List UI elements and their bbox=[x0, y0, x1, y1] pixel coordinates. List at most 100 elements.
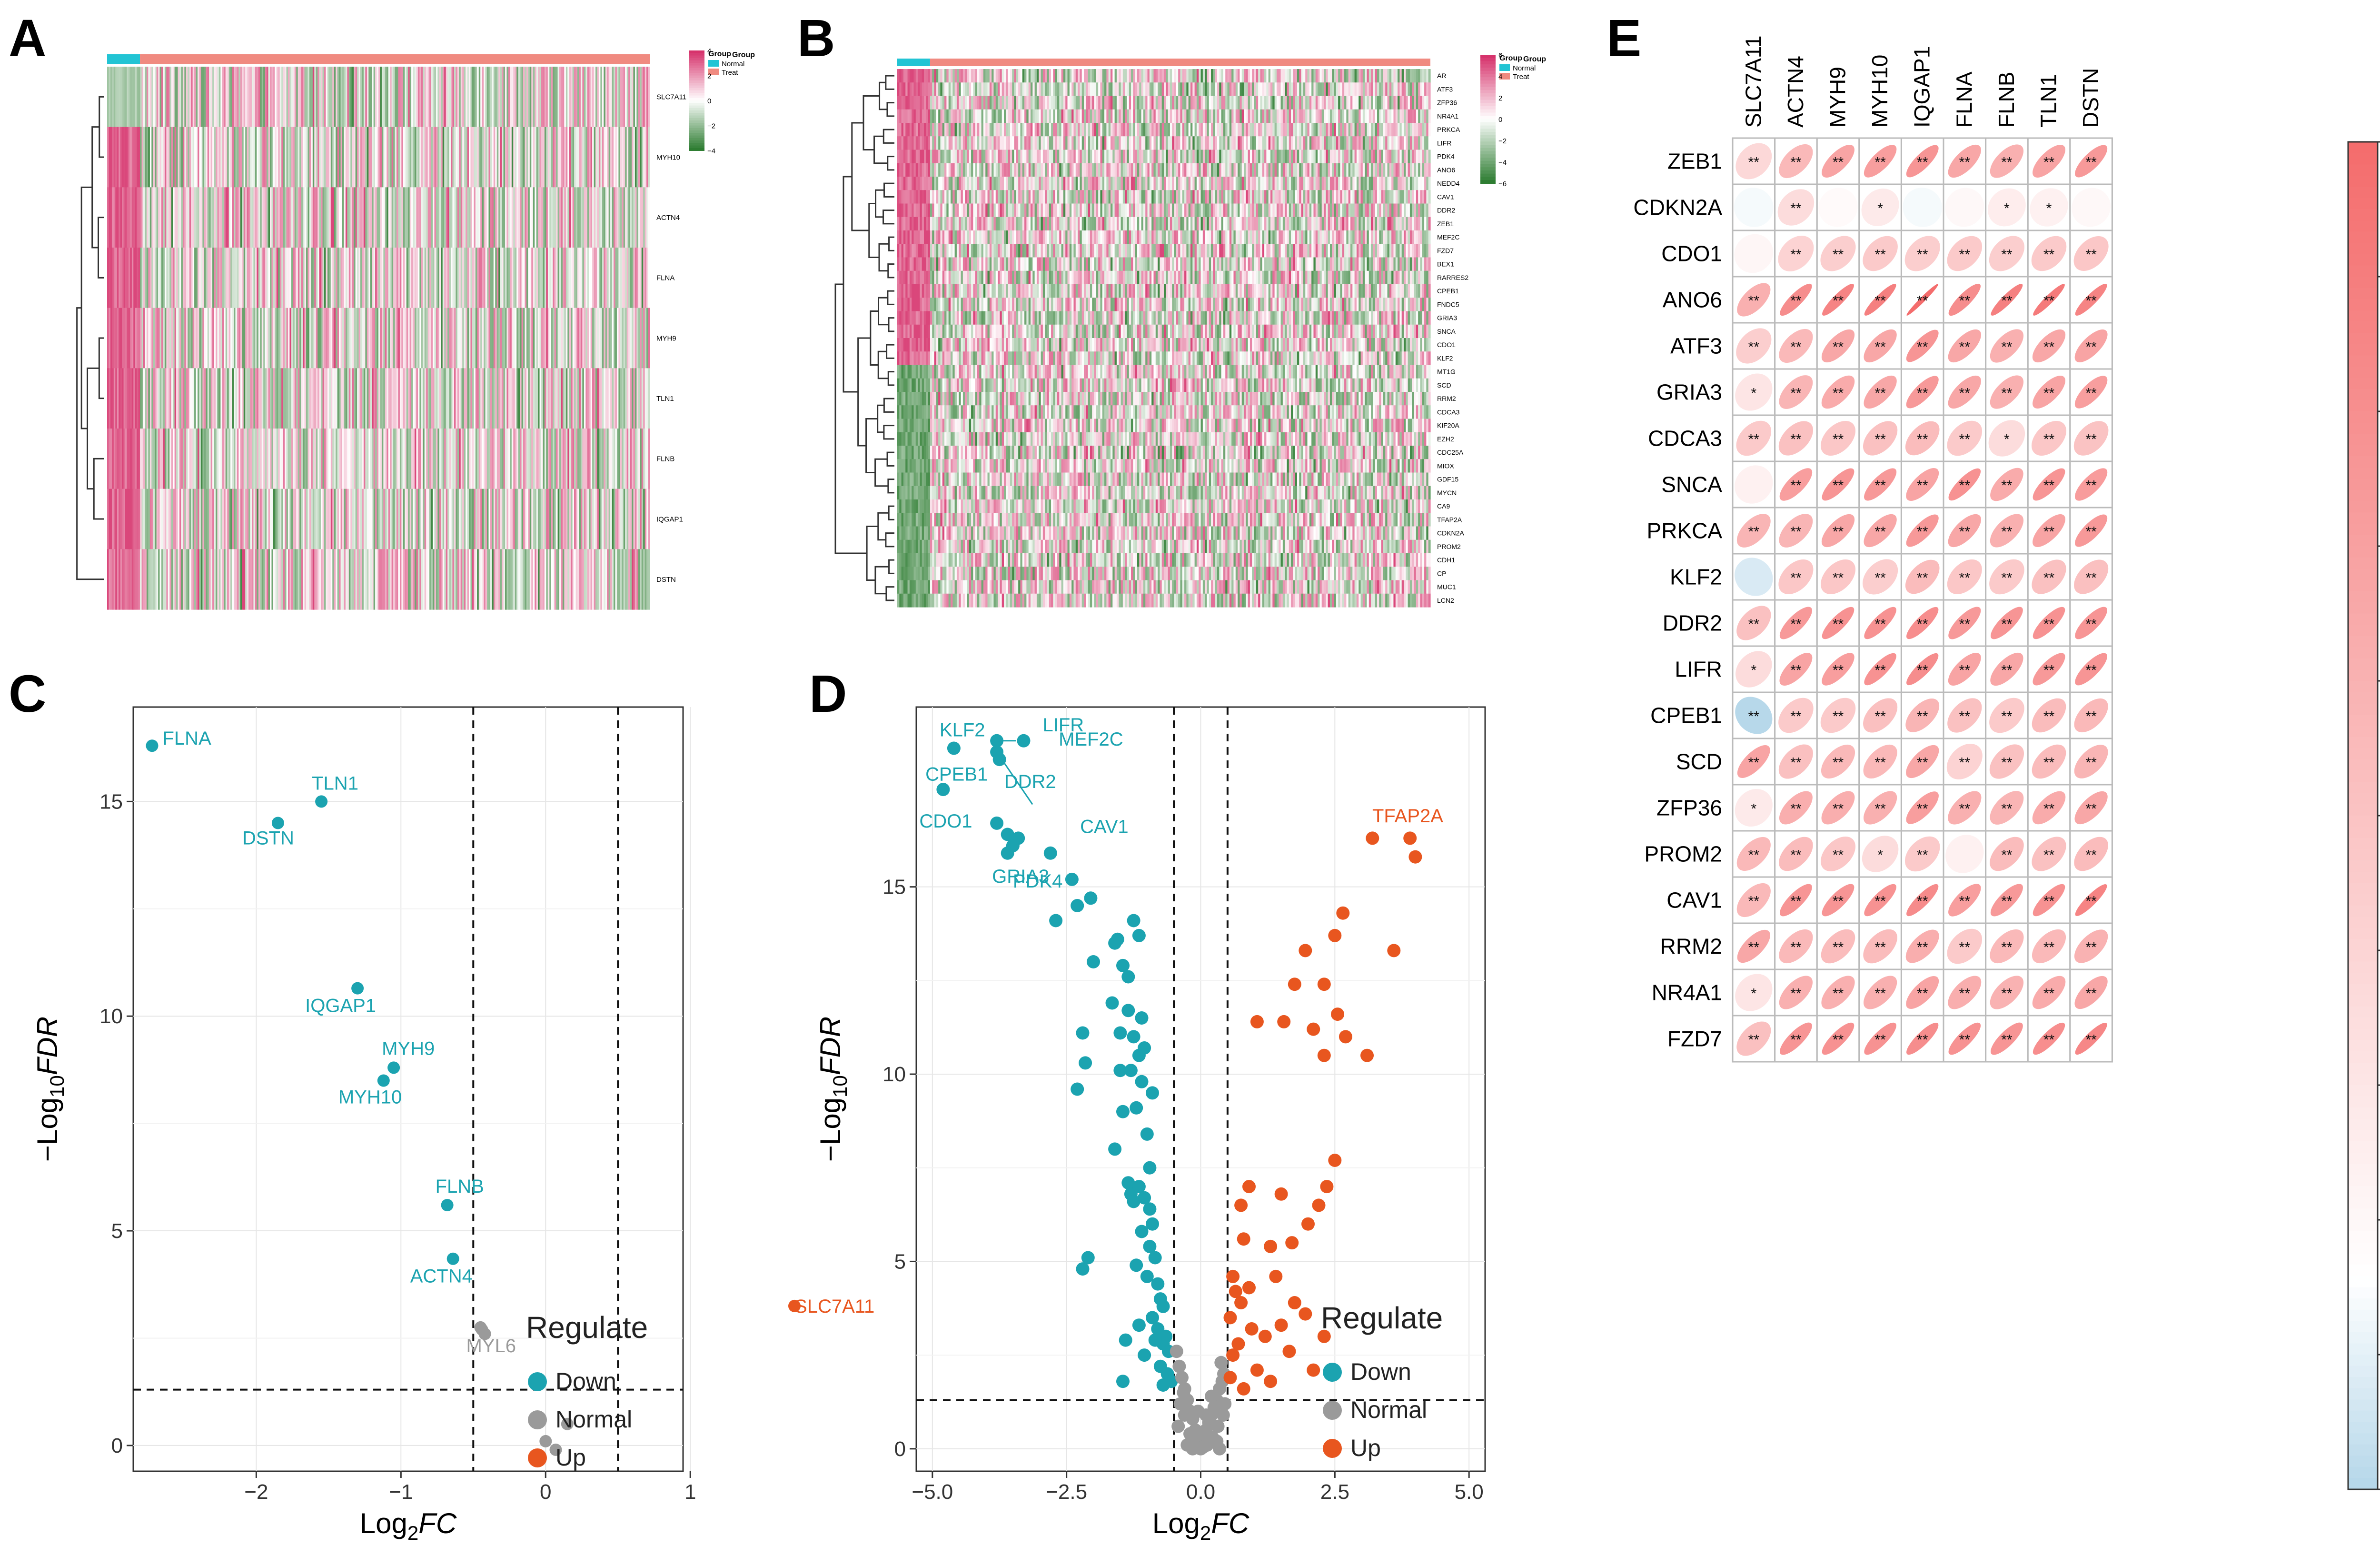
heatmap-b-cell bbox=[1184, 123, 1187, 137]
heatmap-a-cell bbox=[446, 187, 448, 248]
heatmap-a-cell bbox=[421, 308, 423, 369]
heatmap-b-cell bbox=[1270, 136, 1273, 150]
heatmap-a-cell bbox=[584, 127, 586, 188]
heatmap-a-cell bbox=[646, 429, 649, 489]
heatmap-a-cell bbox=[243, 187, 246, 248]
heatmap-a-cell bbox=[294, 67, 297, 128]
heatmap-a-cell bbox=[135, 127, 137, 188]
heatmap-a-cell bbox=[614, 67, 616, 128]
heatmap-b-cell bbox=[1350, 109, 1353, 123]
heatmap-a-cell bbox=[181, 67, 183, 128]
heatmap-b-cell bbox=[1172, 69, 1175, 83]
heatmap-a-cell bbox=[567, 429, 570, 489]
heatmap-b-cell bbox=[1362, 150, 1365, 164]
heatmap-a-cell bbox=[421, 429, 423, 489]
heatmap-b-cell bbox=[913, 69, 916, 83]
heatmap-b-cell bbox=[1303, 69, 1306, 83]
heatmap-a-cell bbox=[268, 187, 270, 248]
heatmap-b-cell bbox=[1065, 163, 1068, 177]
heatmap-a-cell bbox=[518, 127, 520, 188]
heatmap-b-cell bbox=[1371, 69, 1373, 83]
heatmap-b-cell bbox=[1031, 123, 1033, 137]
heatmap-b-cell bbox=[1160, 136, 1162, 150]
heatmap-b-cell bbox=[1350, 69, 1353, 83]
heatmap-a-cell bbox=[562, 429, 565, 489]
heatmap-a-cell bbox=[385, 67, 387, 128]
heatmap-b-cell bbox=[959, 163, 962, 177]
heatmap-b-cell bbox=[952, 123, 955, 137]
heatmap-a-cell bbox=[449, 248, 451, 309]
heatmap-b-cell bbox=[905, 69, 908, 83]
heatmap-b-cell bbox=[1135, 150, 1138, 164]
heatmap-a-cell bbox=[467, 429, 469, 489]
heatmap-a-cell bbox=[375, 127, 377, 188]
heatmap-a-cell bbox=[643, 187, 645, 248]
heatmap-b-cell bbox=[992, 150, 994, 164]
heatmap-a-cell bbox=[258, 248, 260, 309]
heatmap-a-cell bbox=[406, 67, 408, 128]
heatmap-a-cell bbox=[535, 67, 537, 128]
heatmap-b-cell bbox=[901, 123, 904, 137]
heatmap-b-cell bbox=[1010, 96, 1012, 110]
heatmap-b-cell bbox=[1135, 96, 1138, 110]
heatmap-a-cell bbox=[547, 248, 550, 309]
heatmap-a-cell bbox=[431, 549, 433, 610]
heatmap-a-cell bbox=[258, 429, 260, 489]
heatmap-a-cell bbox=[549, 308, 552, 369]
heatmap-a-cell bbox=[387, 67, 389, 128]
heatmap-a-cell bbox=[628, 187, 631, 248]
heatmap-a-cell bbox=[222, 127, 224, 188]
heatmap-b-cell bbox=[1338, 69, 1341, 83]
heatmap-a-cell bbox=[182, 67, 185, 128]
heatmap-a-cell bbox=[618, 67, 621, 128]
heatmap-a-cell bbox=[451, 368, 453, 429]
heatmap-a-cell bbox=[612, 549, 614, 610]
heatmap-b-cell bbox=[1385, 82, 1388, 97]
heatmap-b-cell bbox=[962, 163, 965, 177]
heatmap-b-cell bbox=[1229, 96, 1232, 110]
heatmap-a-cell bbox=[257, 429, 259, 489]
heatmap-a-cell bbox=[616, 368, 619, 429]
heatmap-b-cell bbox=[1158, 123, 1160, 137]
heatmap-a-cell bbox=[263, 489, 266, 549]
heatmap-a-cell bbox=[317, 67, 320, 128]
heatmap-a-cell bbox=[192, 489, 195, 549]
heatmap-a-cell bbox=[306, 248, 308, 309]
heatmap-b-cell bbox=[1391, 123, 1394, 137]
heatmap-a-cell bbox=[286, 308, 288, 369]
heatmap-a-scale-step bbox=[689, 140, 704, 144]
heatmap-b-cell bbox=[1260, 136, 1263, 150]
heatmap-a-cell bbox=[508, 308, 510, 369]
heatmap-b-cell bbox=[981, 150, 984, 164]
heatmap-a-cell bbox=[403, 248, 405, 309]
heatmap-a-cell bbox=[415, 429, 417, 489]
heatmap-a-cell bbox=[513, 308, 516, 369]
heatmap-b-cell bbox=[1383, 123, 1386, 137]
heatmap-b-cell bbox=[1045, 82, 1048, 97]
heatmap-b-cell bbox=[1373, 69, 1376, 83]
heatmap-b-cell bbox=[1381, 136, 1384, 150]
heatmap-a-cell bbox=[556, 187, 558, 248]
heatmap-a-cell bbox=[602, 549, 604, 610]
heatmap-a-cell bbox=[390, 308, 392, 369]
heatmap-a-cell bbox=[401, 67, 404, 128]
heatmap-b-cell bbox=[1004, 163, 1006, 177]
heatmap-b-cell bbox=[1293, 69, 1296, 83]
heatmap-b-cell bbox=[1416, 150, 1418, 164]
heatmap-a-cell bbox=[204, 429, 206, 489]
heatmap-a-cell bbox=[635, 429, 637, 489]
heatmap-a-scale-step bbox=[689, 90, 704, 94]
heatmap-b-group-bar-normal bbox=[897, 59, 930, 66]
heatmap-a-cell bbox=[368, 549, 371, 610]
heatmap-b-cell bbox=[977, 150, 980, 164]
heatmap-a-cell bbox=[238, 549, 241, 610]
heatmap-a-cell bbox=[622, 429, 624, 489]
heatmap-a-cell bbox=[602, 308, 604, 369]
heatmap-b-cell bbox=[1356, 69, 1359, 83]
heatmap-a-cell bbox=[355, 368, 357, 429]
heatmap-a-scale-step bbox=[689, 123, 704, 126]
heatmap-b-cell bbox=[956, 163, 959, 177]
heatmap-a-cell bbox=[544, 67, 546, 128]
heatmap-a-cell bbox=[138, 429, 140, 489]
heatmap-a-cell bbox=[449, 308, 451, 369]
